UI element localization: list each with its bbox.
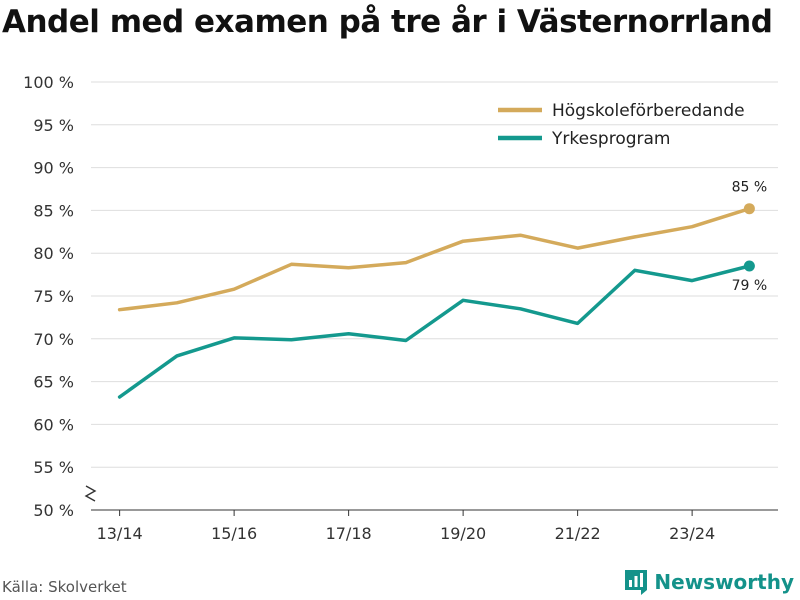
y-tick-label: 80 % [33, 244, 74, 263]
y-tick-label: 85 % [33, 201, 74, 220]
brand[interactable]: Newsworthy [624, 568, 794, 596]
x-tick-label: 13/14 [97, 524, 143, 543]
x-tick-label: 15/16 [211, 524, 257, 543]
brand-name: Newsworthy [654, 570, 794, 594]
y-tick-label: 50 % [33, 501, 74, 520]
end-value-label: 79 % [732, 278, 768, 294]
legend: Högskoleförberedande Yrkesprogram [498, 101, 745, 149]
series-line-yrkesprogram [117, 264, 752, 399]
x-tick-label: 17/18 [326, 524, 372, 543]
y-tick-label: 90 % [33, 159, 74, 178]
series: 85 % 79 % [117, 180, 768, 399]
end-point-marker [743, 203, 755, 215]
y-tick-label: 65 % [33, 373, 74, 392]
y-tick-label: 100 % [23, 73, 74, 92]
y-tick-label: 75 % [33, 287, 74, 306]
legend-label: Högskoleförberedande [552, 101, 745, 121]
y-tick-label: 60 % [33, 415, 74, 434]
x-tick-label: 21/22 [555, 524, 601, 543]
y-tick-label: 55 % [33, 458, 74, 477]
bar-chart-logo-icon [625, 570, 648, 595]
axis-break-icon [84, 485, 97, 502]
x-tick-label: 23/24 [669, 524, 715, 543]
y-tick-label: 95 % [33, 116, 74, 135]
end-point-marker [743, 260, 755, 272]
x-tick-label: 19/20 [440, 524, 486, 543]
source-text: Källa: Skolverket [2, 578, 127, 596]
chart-title: Andel med examen på tre år i Västernorrl… [2, 4, 773, 40]
legend-label: Yrkesprogram [551, 129, 671, 149]
end-value-label: 85 % [732, 180, 768, 196]
series-line-hogskoleforberedande [117, 206, 752, 312]
y-tick-label: 70 % [33, 330, 74, 349]
axes: 50 % 55 % 60 % 65 % 70 % 75 % 80 % 85 % 90 % 95 %… [23, 73, 778, 543]
grid-lines [91, 81, 778, 468]
